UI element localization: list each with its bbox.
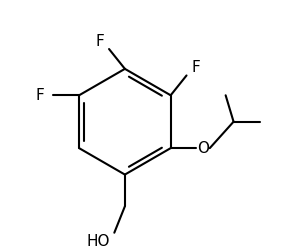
- Text: HO: HO: [87, 234, 110, 249]
- Text: F: F: [191, 60, 200, 75]
- Text: F: F: [95, 34, 104, 49]
- Text: F: F: [35, 88, 44, 103]
- Text: O: O: [197, 141, 209, 156]
